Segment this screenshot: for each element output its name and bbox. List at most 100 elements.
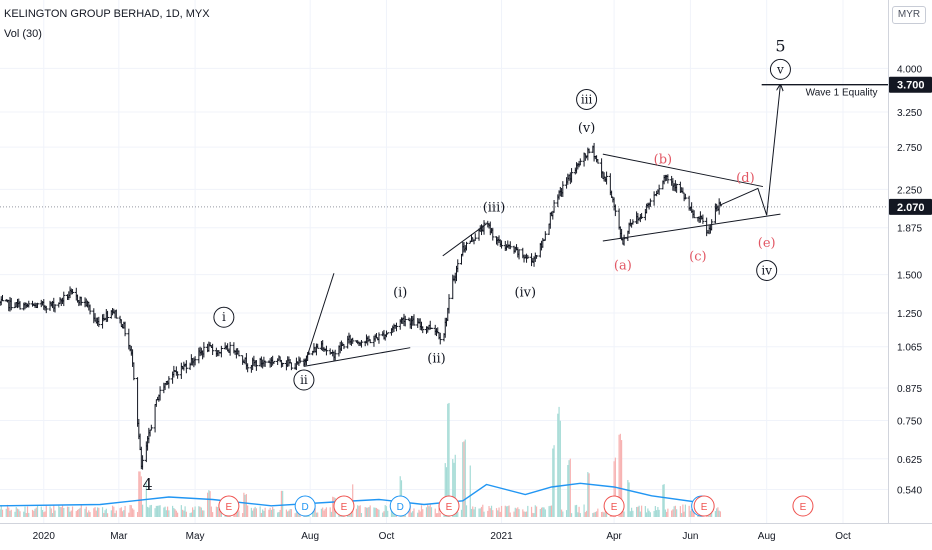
volume-bar	[567, 465, 569, 517]
volume-bar	[639, 511, 641, 517]
volume-bar	[104, 510, 106, 517]
volume-bar	[427, 504, 429, 517]
volume-bar	[59, 506, 61, 517]
ohlc-bar	[351, 337, 355, 344]
volume-bar	[629, 511, 631, 517]
volume-bar	[14, 511, 16, 517]
ohlc-bar	[298, 357, 302, 364]
price-tick-label: 1.500	[897, 271, 922, 282]
volume-bar	[70, 510, 72, 517]
wave-label: (v)	[578, 121, 596, 136]
volume-bar	[243, 492, 245, 517]
volume-bar	[392, 510, 394, 517]
volume-bar	[96, 507, 99, 517]
volume-bar	[277, 512, 279, 517]
ohlc-bar	[35, 302, 40, 309]
ohlc-bar	[394, 322, 399, 332]
badge-letter: E	[800, 502, 807, 513]
wave-label-text: (iii)	[483, 200, 506, 215]
volume-bar	[71, 506, 74, 517]
volume-bar	[156, 505, 159, 517]
volume-bar	[238, 510, 240, 517]
wave-label: 4	[142, 475, 152, 494]
event-badges[interactable]: EDEDEEDEE	[218, 495, 814, 517]
volume-bar	[9, 510, 11, 517]
volume-bar	[435, 513, 438, 517]
volume-bar	[483, 511, 485, 517]
badge-circle	[438, 495, 460, 517]
volume-bar	[171, 505, 174, 517]
volume-bar	[35, 507, 37, 517]
volume-bar	[287, 511, 289, 517]
ohlc-bar	[666, 174, 670, 184]
volume-bar	[355, 508, 358, 517]
volume-bar	[270, 509, 273, 517]
volume-bar	[489, 508, 491, 517]
volume-bar	[534, 505, 536, 517]
volume-bar	[418, 509, 420, 517]
volume-bar	[141, 504, 144, 517]
volume-bar	[560, 509, 563, 517]
ohlc-bar	[473, 233, 477, 241]
ohlc-bar	[648, 198, 652, 207]
volume-bar	[253, 508, 255, 517]
earnings-badge[interactable]: E	[218, 495, 240, 517]
earnings-badge[interactable]: E	[333, 495, 355, 517]
wave-label-text: (a)	[614, 259, 632, 274]
volume-bar	[264, 507, 266, 517]
price-tick-label: 0.625	[897, 455, 922, 466]
earnings-badge[interactable]: E	[693, 495, 715, 517]
ohlc-bar	[62, 291, 66, 307]
symbol-title[interactable]: KELINGTON GROUP BERHAD, 1D, MYX	[4, 8, 210, 20]
earnings-badge[interactable]: E	[438, 495, 460, 517]
dividend-badge[interactable]: D	[389, 495, 411, 517]
volume-bar	[163, 507, 165, 517]
volume-bar	[711, 510, 713, 517]
ohlc-bar	[114, 309, 118, 319]
volume-bar	[18, 509, 20, 517]
ohlc-bar	[543, 231, 547, 241]
volume-bar	[199, 506, 201, 517]
price-tick-label: 2.250	[897, 185, 922, 196]
volume-bar	[268, 509, 270, 517]
ohlc-bar	[149, 424, 153, 431]
price-tick-label: 1.065	[897, 343, 922, 354]
volume-bar	[417, 512, 419, 517]
dividend-badge[interactable]: D	[294, 495, 316, 517]
ohlc-bar	[368, 339, 372, 344]
volume-bar	[445, 467, 448, 517]
volume-bar	[53, 505, 55, 517]
volume-bar	[479, 508, 481, 517]
wave-label-text: 5	[775, 36, 785, 55]
volume-bar	[101, 507, 104, 517]
volume-indicator-label[interactable]: Vol (30)	[4, 28, 42, 40]
ohlc-bar	[228, 341, 232, 356]
time-axis[interactable]: 2020 Mar May Aug Oct 2021 Apr Jun Aug Oct	[0, 523, 932, 550]
ohlc-bar	[701, 214, 705, 224]
volume-bar	[644, 506, 646, 517]
currency-button[interactable]: MYR	[892, 6, 926, 24]
ohlc-bar	[613, 204, 617, 217]
ohlc-bar	[219, 345, 223, 358]
volume-bar	[194, 506, 196, 517]
price-axis[interactable]: 4.000 3.250 2.750 2.250 1.875 1.500 1.250 1.065…	[888, 0, 932, 523]
volume-bar	[66, 506, 69, 517]
volume-bar	[447, 403, 449, 517]
volume-bar	[470, 508, 473, 517]
volume-bar	[641, 505, 643, 517]
earnings-badge[interactable]: E	[792, 495, 814, 517]
volume-bar	[19, 511, 21, 517]
volume-bar	[106, 513, 109, 517]
earnings-badge[interactable]: E	[603, 495, 625, 517]
ohlc-bar	[324, 345, 329, 356]
volume-bar	[632, 510, 634, 517]
volume-bar	[312, 510, 314, 517]
ohlc-bar	[631, 219, 635, 225]
wave-label-circle	[213, 306, 235, 328]
volume-bar	[527, 505, 529, 517]
wave-label: ii	[293, 369, 315, 391]
volume-bar	[382, 512, 384, 517]
volume-bar	[460, 509, 463, 517]
volume-bar	[619, 433, 621, 517]
